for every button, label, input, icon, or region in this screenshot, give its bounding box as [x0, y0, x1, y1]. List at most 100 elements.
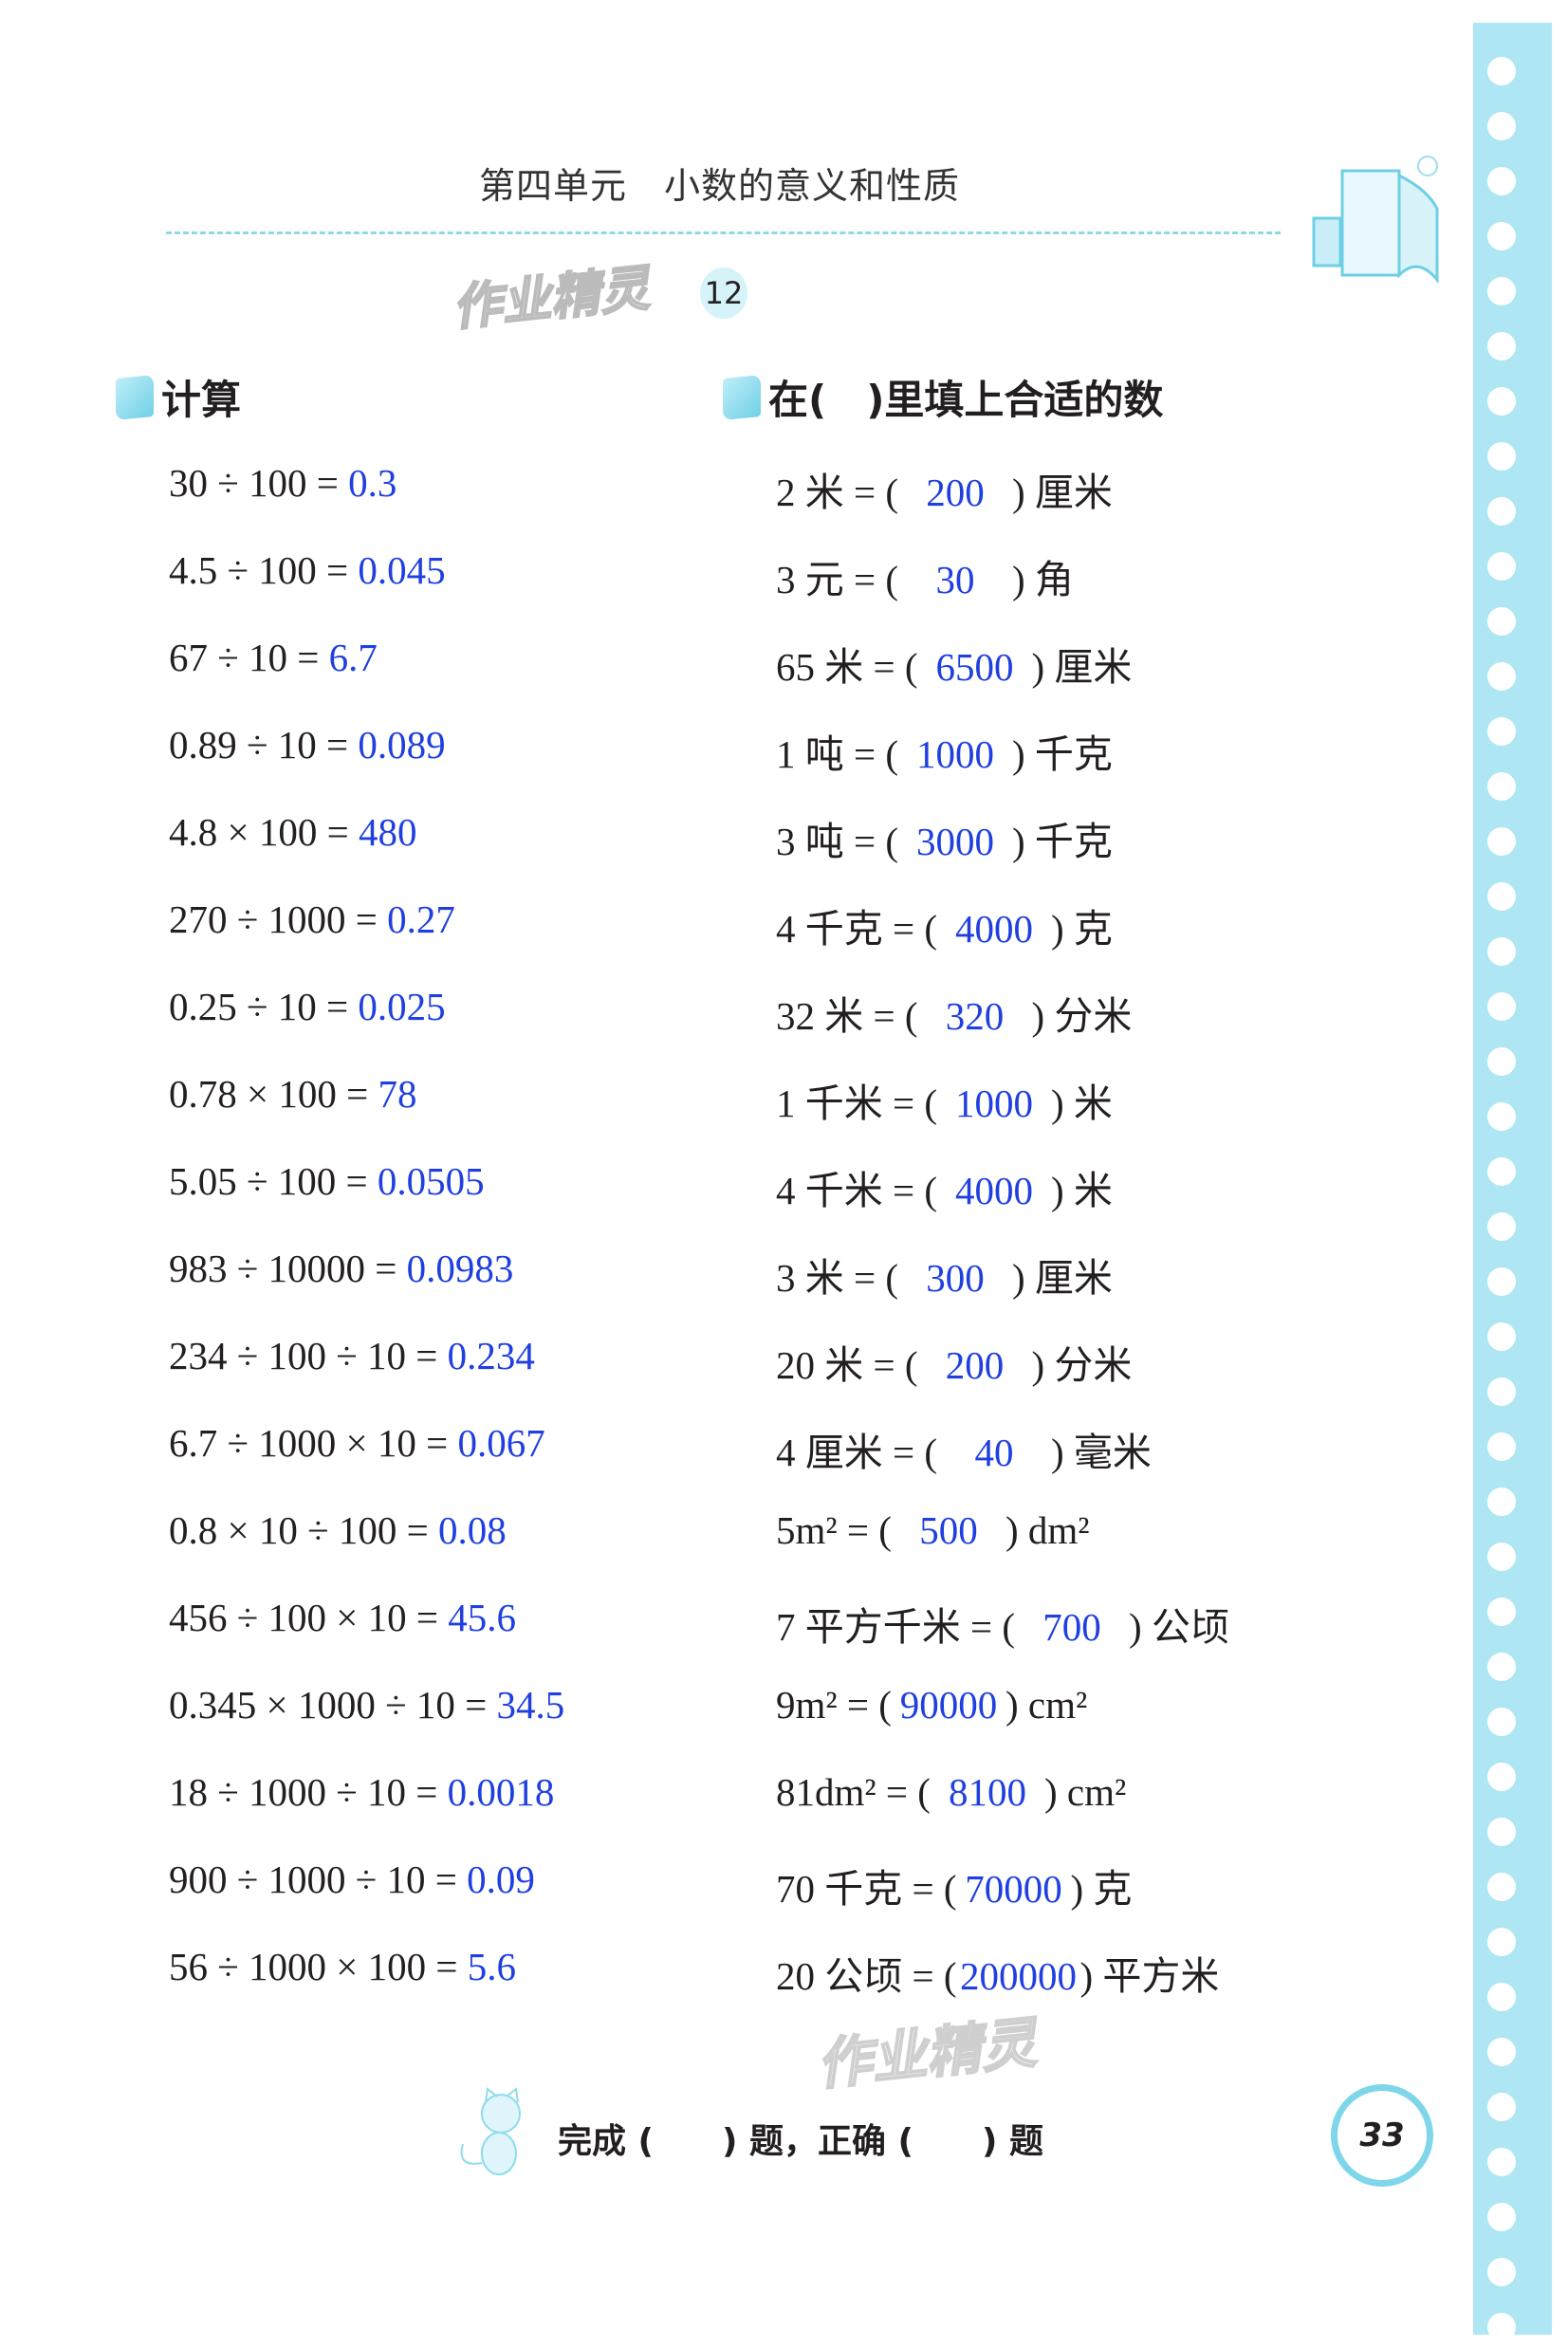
problem-suffix: ) 角 [1012, 558, 1074, 601]
problem-suffix: ) 米 [1051, 1169, 1113, 1212]
answer: 6.7 [328, 636, 378, 679]
problem-suffix: ) 分米 [1031, 1343, 1133, 1387]
problem-suffix: ) cm² [1043, 1770, 1127, 1814]
problem-text: 0.78 × 100 = [169, 1072, 378, 1116]
conversion-problem: 32 米 = (320) 分米 [776, 984, 1132, 1041]
conversion-problem: 65 米 = (6500) 厘米 [776, 635, 1132, 692]
conversion-problem: 70 千克 = (70000) 克 [776, 1857, 1132, 1913]
calc-problem: 0.89 ÷ 10 = 0.089 [169, 722, 446, 767]
binding-hole [1487, 57, 1516, 85]
problem-suffix: ) 克 [1051, 907, 1113, 951]
problem-text: 983 ÷ 10000 = [169, 1247, 407, 1290]
answer: 40 [974, 1431, 1014, 1474]
binding-hole [1487, 1488, 1516, 1516]
book-icon [723, 374, 761, 420]
problem-text: 5.05 ÷ 100 = [169, 1159, 378, 1203]
answer: 0.067 [457, 1421, 545, 1465]
problem-prefix: 81dm² = ( [776, 1770, 931, 1814]
problem-suffix: ) 公顷 [1129, 1605, 1229, 1649]
problem-text: 6.7 ÷ 1000 × 10 = [169, 1421, 458, 1465]
answer: 4000 [955, 1169, 1034, 1212]
problem-text: 0.345 × 1000 ÷ 10 = [169, 1683, 497, 1727]
conversion-problem: 1 吨 = (1000) 千克 [776, 722, 1113, 779]
binding-hole [1487, 497, 1516, 526]
binding-hole [1487, 2313, 1516, 2341]
problem-prefix: 3 吨 = ( [776, 820, 899, 863]
calc-problem: 983 ÷ 10000 = 0.0983 [169, 1246, 513, 1291]
section-title-text: 在( )里填上合适的数 [768, 377, 1164, 423]
answer: 0.3 [348, 461, 397, 505]
problem-text: 0.25 ÷ 10 = [169, 985, 359, 1028]
answer: 320 [945, 994, 1005, 1038]
answer: 0.089 [358, 723, 446, 767]
answer: 78 [378, 1072, 417, 1116]
conversion-problem: 3 元 = (30) 角 [776, 547, 1074, 604]
binding-hole [1487, 1047, 1516, 1076]
answer: 0.09 [467, 1857, 535, 1901]
binding-hole [1487, 882, 1516, 911]
calc-problem: 56 ÷ 1000 × 100 = 5.6 [169, 1944, 516, 1989]
divider [166, 231, 1281, 234]
calc-problem: 6.7 ÷ 1000 × 10 = 0.067 [169, 1420, 545, 1466]
answer: 30 [935, 558, 975, 601]
conversion-problem: 4 千克 = (4000) 克 [776, 896, 1113, 953]
problem-prefix: 9m² = ( [776, 1683, 892, 1727]
problem-suffix: ) 千克 [1012, 820, 1113, 863]
binding-hole [1487, 387, 1516, 416]
binding-hole [1487, 607, 1516, 636]
problem-prefix: 1 吨 = ( [776, 732, 899, 776]
problem-prefix: 1 千米 = ( [776, 1081, 938, 1125]
answer: 0.0018 [447, 1770, 555, 1814]
problem-text: 67 ÷ 10 = [169, 636, 329, 679]
answer: 1000 [955, 1081, 1034, 1125]
binding-hole [1487, 2038, 1516, 2066]
conversion-problem: 4 厘米 = (40) 毫米 [776, 1420, 1152, 1477]
calc-problem: 30 ÷ 100 = 0.3 [169, 460, 397, 506]
binding-hole [1487, 2148, 1516, 2176]
problem-text: 0.89 ÷ 10 = [169, 723, 359, 767]
binding-hole [1487, 2203, 1516, 2231]
answer: 200 [926, 471, 985, 514]
answer: 0.08 [438, 1508, 507, 1552]
calc-problem: 0.78 × 100 = 78 [169, 1071, 417, 1117]
problem-suffix: ) 平方米 [1079, 1954, 1220, 1998]
calc-problem: 0.345 × 1000 ÷ 10 = 34.5 [169, 1682, 564, 1728]
book-illustration-icon [1312, 156, 1439, 285]
answer: 700 [1042, 1605, 1101, 1649]
problem-suffix: ) 米 [1051, 1081, 1113, 1125]
problem-suffix: ) 厘米 [1012, 471, 1113, 514]
binding-hole [1487, 332, 1516, 360]
binding-hole [1487, 112, 1516, 140]
binding-hole [1487, 992, 1516, 1021]
problem-prefix: 3 米 = ( [776, 1256, 899, 1300]
answer: 1000 [916, 732, 995, 776]
binding-hole [1487, 552, 1516, 581]
watermark: 作业精灵 [449, 259, 653, 338]
answer: 0.0505 [377, 1159, 485, 1203]
problem-prefix: 65 米 = ( [776, 645, 918, 689]
conversion-problem: 3 米 = (300) 厘米 [776, 1246, 1113, 1303]
answer: 0.0983 [406, 1247, 514, 1290]
problem-prefix: 4 厘米 = ( [776, 1431, 938, 1474]
binding-hole [1487, 1212, 1516, 1241]
answer: 6500 [935, 645, 1014, 689]
calc-problem: 5.05 ÷ 100 = 0.0505 [169, 1158, 485, 1204]
calc-problem: 234 ÷ 100 ÷ 10 = 0.234 [169, 1333, 535, 1378]
problem-prefix: 32 米 = ( [776, 994, 918, 1038]
binding-hole [1487, 2258, 1516, 2286]
cat-illustration-icon [460, 2087, 521, 2175]
conversion-problem: 20 公顷 = (200000) 平方米 [776, 1944, 1219, 2001]
binding-hole [1487, 937, 1516, 966]
calc-problem: 456 ÷ 100 × 10 = 45.6 [169, 1595, 516, 1640]
conversion-problem: 9m² = (90000) cm² [776, 1682, 1087, 1728]
binding-hole [1487, 1928, 1516, 1956]
watermark: 作业精灵 [813, 2009, 1041, 2098]
completion-tally: 完成 ( ) 题，正确 ( ) 题 [558, 2122, 1043, 2161]
conversion-problem: 1 千米 = ( 1000 ) 米 [776, 1071, 1113, 1128]
problem-text: 0.8 × 10 ÷ 100 = [169, 1508, 438, 1552]
problem-suffix: ) cm² [1005, 1683, 1088, 1727]
binding-hole [1487, 662, 1516, 691]
problem-prefix: 7 平方千米 = ( [776, 1605, 1016, 1649]
page-number: 33 [1331, 2084, 1433, 2187]
answer: 90000 [899, 1683, 998, 1727]
